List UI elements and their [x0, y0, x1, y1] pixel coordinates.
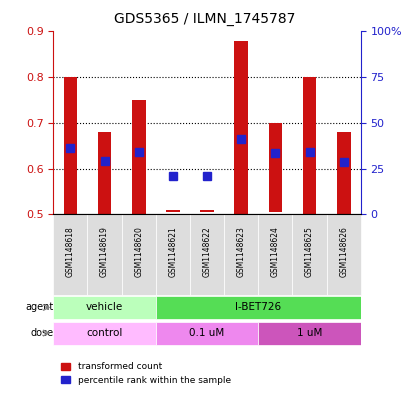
FancyBboxPatch shape — [258, 214, 292, 295]
Text: GSM1148625: GSM1148625 — [304, 226, 313, 277]
FancyBboxPatch shape — [155, 296, 360, 319]
FancyBboxPatch shape — [292, 214, 326, 295]
Bar — [336, 132, 350, 214]
Text: I-BET726: I-BET726 — [235, 303, 281, 312]
Bar — [200, 209, 213, 212]
Legend: transformed count, percentile rank within the sample: transformed count, percentile rank withi… — [58, 359, 234, 389]
Text: GSM1148621: GSM1148621 — [168, 226, 177, 277]
Text: vehicle: vehicle — [86, 303, 123, 312]
FancyBboxPatch shape — [189, 214, 224, 295]
Text: 0.1 uM: 0.1 uM — [189, 328, 224, 338]
Text: control: control — [86, 328, 122, 338]
Text: GSM1148620: GSM1148620 — [134, 226, 143, 277]
Bar — [132, 100, 145, 214]
FancyBboxPatch shape — [155, 214, 189, 295]
Text: agent: agent — [25, 303, 53, 312]
Text: GSM1148618: GSM1148618 — [66, 226, 75, 277]
FancyBboxPatch shape — [258, 321, 360, 345]
Text: 1 uM: 1 uM — [296, 328, 321, 338]
Bar — [63, 77, 77, 214]
Text: GSM1148622: GSM1148622 — [202, 226, 211, 277]
FancyBboxPatch shape — [326, 214, 360, 295]
Text: dose: dose — [30, 328, 53, 338]
FancyBboxPatch shape — [53, 321, 155, 345]
Bar — [97, 132, 111, 214]
Bar — [234, 40, 247, 214]
FancyBboxPatch shape — [155, 321, 258, 345]
Text: GDS5365 / ILMN_1745787: GDS5365 / ILMN_1745787 — [114, 12, 295, 26]
Bar — [302, 77, 316, 214]
FancyBboxPatch shape — [53, 296, 155, 319]
Text: GSM1148623: GSM1148623 — [236, 226, 245, 277]
Text: GSM1148619: GSM1148619 — [100, 226, 109, 277]
Bar — [268, 123, 281, 212]
FancyBboxPatch shape — [121, 214, 155, 295]
FancyBboxPatch shape — [53, 214, 87, 295]
Text: GSM1148624: GSM1148624 — [270, 226, 279, 277]
FancyBboxPatch shape — [87, 214, 121, 295]
FancyBboxPatch shape — [224, 214, 258, 295]
Text: GSM1148626: GSM1148626 — [338, 226, 347, 277]
Bar — [166, 209, 179, 212]
